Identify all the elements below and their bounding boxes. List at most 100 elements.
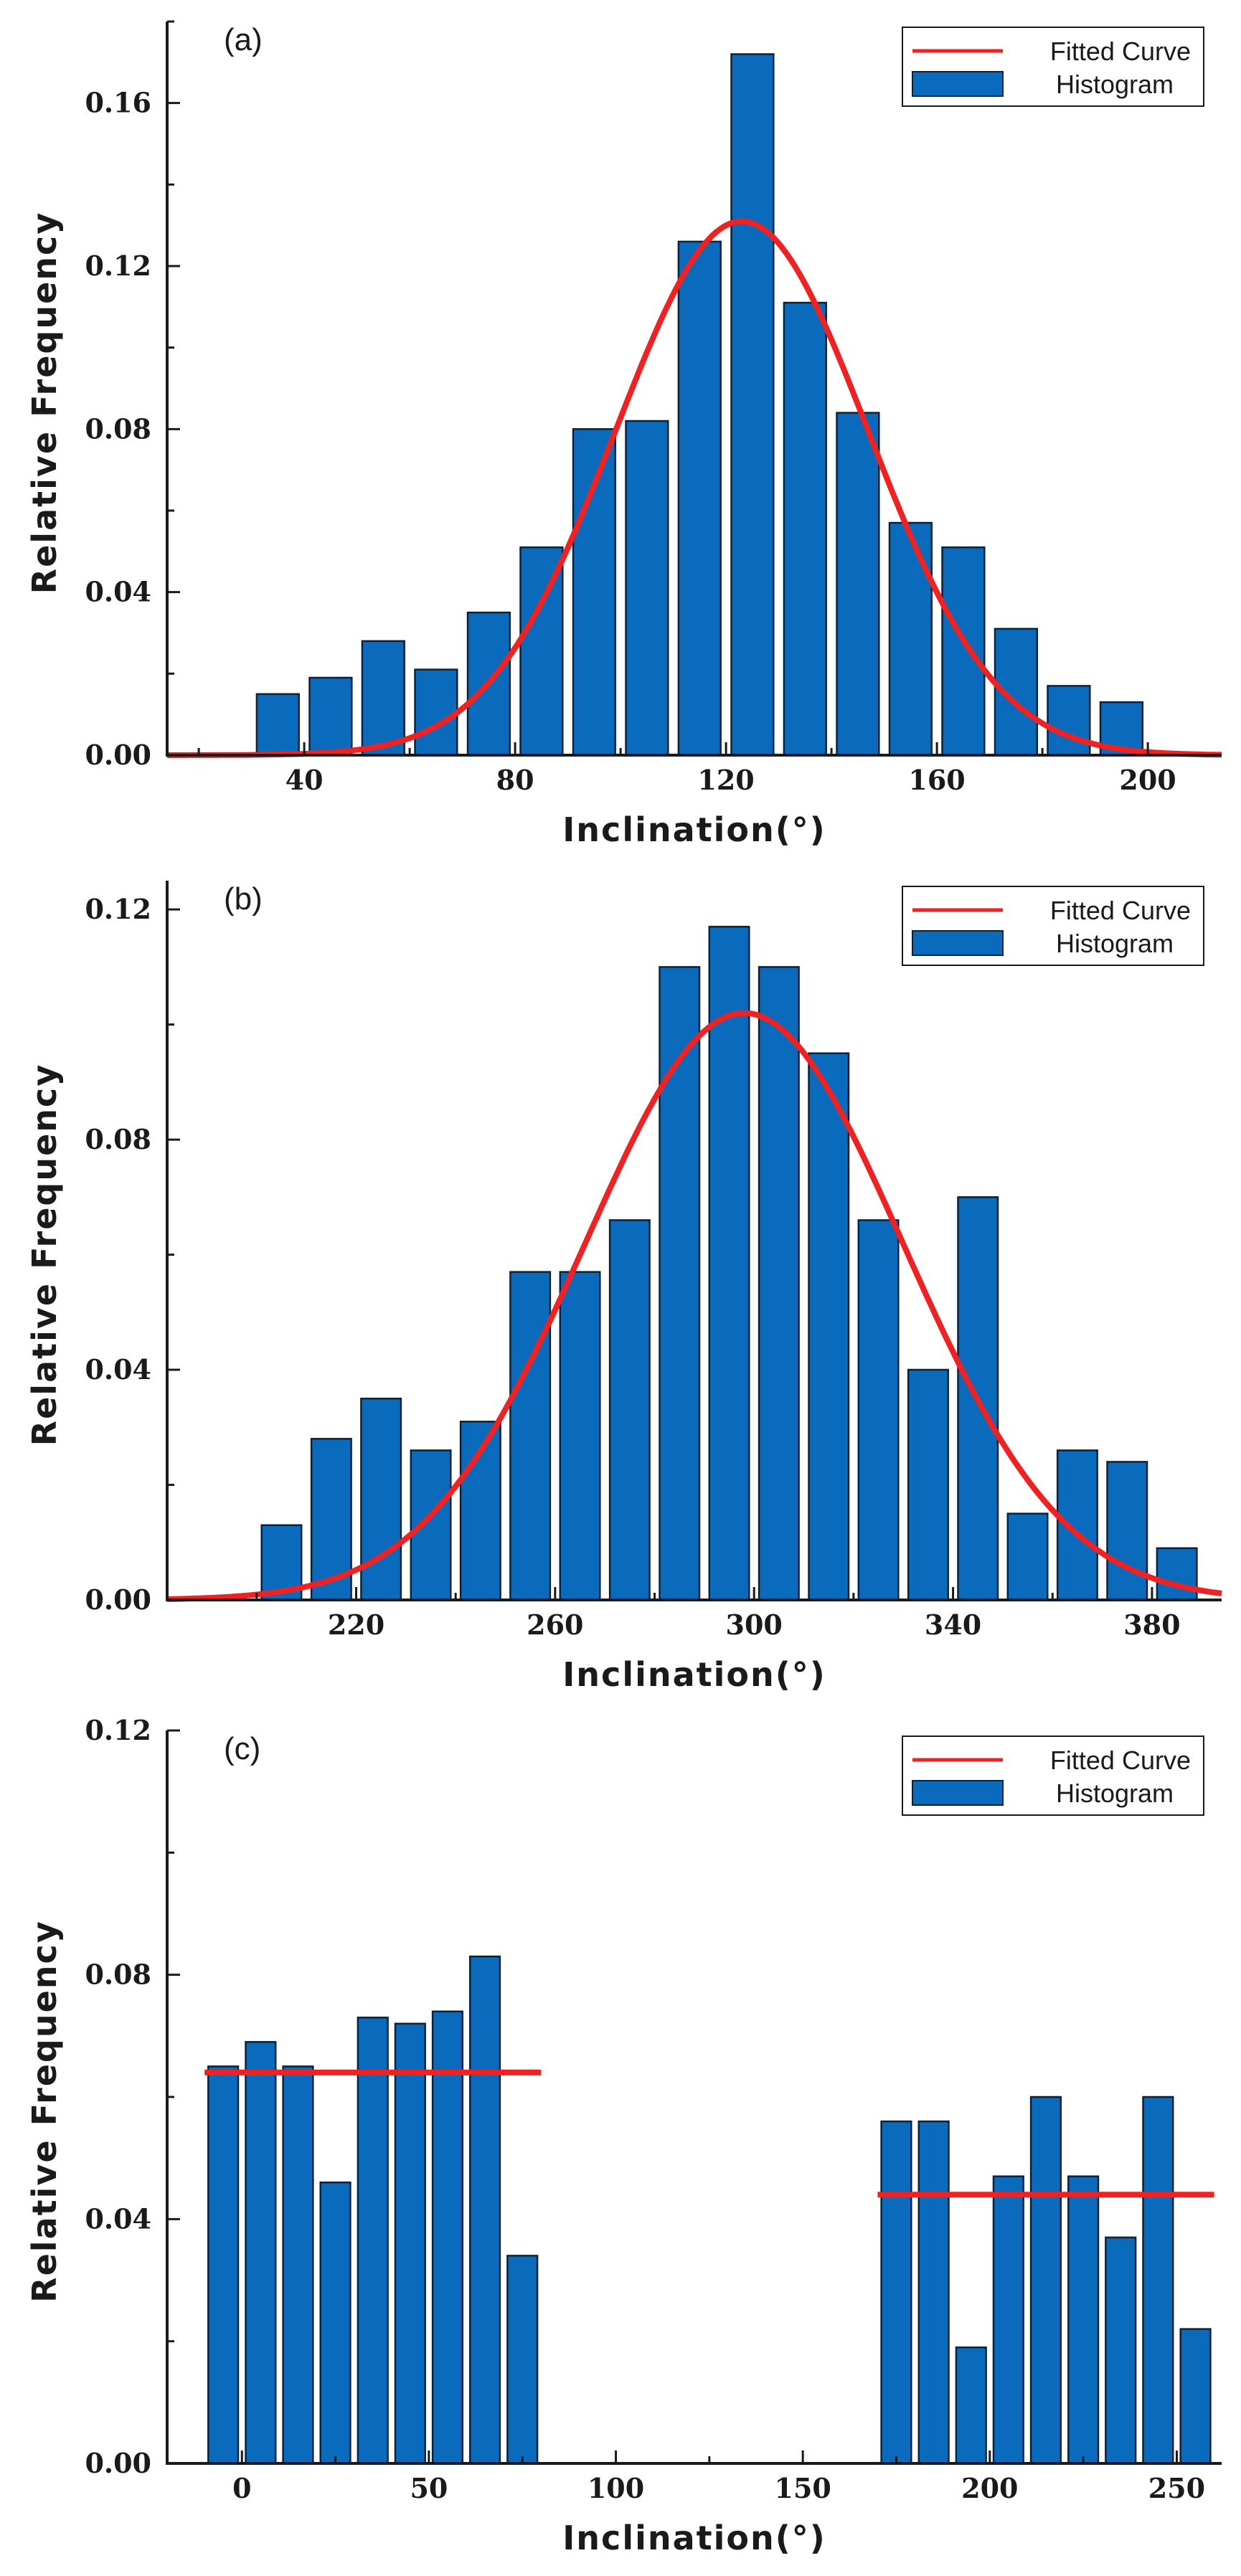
y-tick-labels: 0.00 0.04 0.08 0.12	[85, 893, 151, 1616]
histogram-bar	[559, 1271, 601, 1601]
histogram-bar	[1047, 685, 1091, 757]
x-tick-label: 200	[961, 2472, 1018, 2504]
y-tick-label: 0.08	[85, 1959, 151, 1991]
legend-label-fitted-curve: Fitted Curve	[1050, 37, 1191, 66]
histogram-bar	[857, 1219, 900, 1601]
x-tick-label: 120	[697, 764, 754, 796]
histogram-bar	[431, 2010, 464, 2465]
axes	[166, 1729, 1222, 2465]
legend-histogram-swatch	[912, 930, 1004, 956]
x-tick-label: 200	[1119, 764, 1176, 796]
legend-histogram-swatch	[912, 71, 1004, 97]
x-tick-labels: 220 260 300 340 380	[328, 1609, 1181, 1641]
legend-label-histogram: Histogram	[1056, 1779, 1174, 1808]
x-tick-label: 340	[925, 1609, 981, 1641]
histogram-bar	[1106, 1461, 1148, 1601]
x-axis-title: Inclination(°)	[562, 2519, 826, 2557]
histogram-bar	[506, 2255, 539, 2465]
x-tick-label: 380	[1123, 1609, 1180, 1641]
histogram-bar	[394, 2022, 426, 2465]
histogram-bar	[917, 2120, 950, 2465]
y-tick-label: 0.12	[85, 250, 151, 282]
x-tick-label: 0	[232, 2472, 251, 2504]
y-axis-title: Relative Frequency	[25, 1920, 64, 2303]
histogram-bar	[836, 412, 880, 757]
histogram-bar	[955, 2346, 987, 2465]
panel-label: (b)	[224, 881, 263, 917]
legend-label-fitted-curve: Fitted Curve	[1050, 1746, 1191, 1775]
histogram-bar	[1179, 2328, 1212, 2465]
histogram-bar	[880, 2120, 912, 2465]
histogram-bar	[357, 2017, 389, 2465]
histogram-bar	[1156, 1547, 1198, 1601]
x-tick-label: 100	[588, 2472, 644, 2504]
histogram-bar	[608, 1219, 651, 1601]
histogram-bar	[783, 301, 827, 757]
y-tick-label: 0.08	[85, 412, 151, 445]
fitted-curve	[204, 2069, 1214, 2198]
histogram-bar	[468, 1955, 501, 2465]
x-tick-labels: 40 80 120 160 200	[286, 764, 1176, 796]
x-tick-label: 80	[496, 764, 534, 796]
y-tick-label: 0.00	[85, 1583, 151, 1616]
histogram-bar	[509, 1271, 552, 1601]
axes	[166, 881, 1222, 1601]
x-tick-label: 250	[1148, 2472, 1205, 2504]
x-tick-label: 160	[908, 764, 965, 796]
chart-panel-c: 0 50 100 150 200 250 0.00 0.04 0.08 0.12…	[25, 1714, 1222, 2557]
histogram-bar	[207, 2065, 240, 2465]
histogram-bar	[1006, 1512, 1049, 1601]
fitted-curve-line	[167, 218, 1222, 758]
x-tick-label: 300	[726, 1609, 783, 1641]
x-tick-label: 40	[286, 764, 324, 796]
histogram-bar	[677, 240, 722, 757]
x-tick-label: 150	[775, 2472, 831, 2504]
y-tick-label: 0.04	[85, 576, 151, 608]
histogram-bars	[260, 925, 1198, 1601]
x-tick-label: 50	[410, 2472, 448, 2504]
histogram-bar	[1142, 2096, 1174, 2465]
panel-label: (a)	[224, 22, 263, 57]
histogram-bar	[282, 2065, 314, 2465]
histogram-bars	[207, 1955, 1212, 2465]
histogram-bar	[319, 2181, 351, 2465]
legend-label-histogram: Histogram	[1056, 929, 1174, 958]
y-tick-labels: 0.00 0.04 0.08 0.12	[85, 1714, 151, 2479]
histogram-bars	[255, 53, 1144, 757]
histogram-bar	[1105, 2236, 1137, 2465]
y-tick-label: 0.16	[85, 87, 151, 119]
histogram-bar	[888, 521, 933, 757]
histogram-bar	[1029, 2096, 1062, 2465]
fitted-curve	[166, 1010, 1222, 1602]
x-axis-title: Inclination(°)	[562, 1655, 826, 1694]
histogram-bar	[1067, 2175, 1100, 2465]
histogram-bar	[708, 925, 750, 1601]
histogram-bar	[245, 2041, 277, 2465]
histogram-bar	[659, 966, 701, 1601]
legend: Fitted Curve Histogram	[902, 27, 1204, 107]
histogram-bar	[758, 966, 800, 1601]
y-tick-label: 0.04	[85, 1353, 151, 1386]
y-tick-label: 0.04	[85, 2202, 151, 2235]
histogram-bar	[361, 640, 405, 757]
y-axis-title: Relative Frequency	[25, 1064, 64, 1446]
histogram-bar	[992, 2175, 1024, 2465]
y-tick-label: 0.00	[85, 2447, 151, 2479]
histogram-bar	[308, 676, 353, 757]
histogram-bar	[625, 420, 669, 757]
y-tick-label: 0.00	[85, 739, 151, 771]
histogram-bar	[907, 1368, 949, 1601]
histogram-bar	[941, 546, 986, 757]
histogram-bar	[519, 546, 564, 757]
legend-label-histogram: Histogram	[1056, 70, 1174, 99]
histogram-bar	[255, 693, 300, 757]
legend-label-fitted-curve: Fitted Curve	[1050, 896, 1191, 925]
legend: Fitted Curve Histogram	[902, 886, 1204, 966]
histogram-bar	[414, 668, 458, 757]
axes	[166, 20, 1222, 757]
y-tick-label: 0.12	[85, 1714, 151, 1746]
panel-label: (c)	[224, 1731, 260, 1766]
legend: Fitted Curve Histogram	[902, 1736, 1204, 1816]
x-tick-label: 260	[527, 1609, 583, 1641]
chart-panel-a: 40 80 120 160 200 0.00 0.04 0.08 0.12 0.…	[25, 20, 1222, 849]
